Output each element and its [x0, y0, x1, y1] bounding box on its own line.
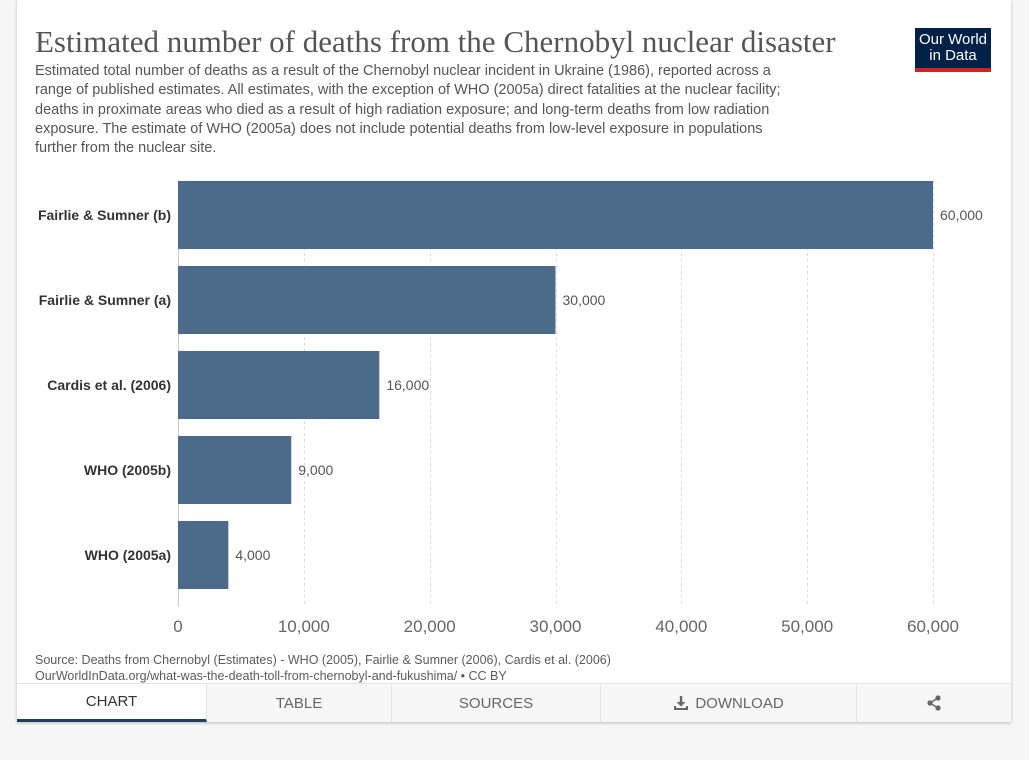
- owid-logo[interactable]: Our World in Data: [915, 28, 991, 72]
- bar[interactable]: [178, 266, 556, 334]
- category-labels: Fairlie & Sumner (b) Fairlie & Sumner (a)…: [38, 207, 171, 563]
- tab-download[interactable]: DOWNLOAD: [601, 684, 857, 722]
- tab-bar: CHART TABLE SOURCES DOWNLOAD: [17, 683, 1011, 722]
- category-label: Fairlie & Sumner (b): [38, 207, 171, 223]
- subtitle-line: further from the nuclear site.: [35, 140, 217, 157]
- value-labels: 60,000 30,000 16,000 9,000 4,000: [235, 207, 983, 563]
- x-tick-label: 50,000: [781, 617, 833, 636]
- x-axis-tick-labels: 0 10,000 20,000 30,000 40,000 50,000 60,000: [173, 617, 959, 636]
- x-tick-label: 10,000: [278, 617, 330, 636]
- category-label: Cardis et al. (2006): [47, 377, 171, 393]
- tab-label: CHART: [85, 693, 138, 710]
- share-icon: [927, 695, 941, 711]
- category-label: WHO (2005b): [84, 462, 171, 478]
- value-label: 30,000: [563, 292, 606, 308]
- x-tick-label: 60,000: [907, 617, 959, 636]
- chart-card: Estimated number of deaths from the Cher…: [17, 0, 1011, 722]
- tab-table[interactable]: TABLE: [207, 684, 392, 722]
- page-title: Estimated number of deaths from the Cher…: [35, 24, 836, 59]
- tab-chart[interactable]: CHART: [17, 684, 207, 722]
- bar[interactable]: [178, 436, 292, 504]
- license-link[interactable]: CC BY: [468, 669, 507, 683]
- logo-line-1: Our World: [918, 31, 988, 48]
- share-button[interactable]: [857, 684, 1011, 722]
- download-icon: [673, 695, 689, 711]
- tab-label: TABLE: [275, 694, 323, 712]
- tab-sources[interactable]: SOURCES: [392, 684, 601, 722]
- value-label: 60,000: [940, 207, 983, 223]
- bars: [178, 181, 933, 589]
- source-line[interactable]: Source: Deaths from Chernobyl (Estimates…: [35, 653, 611, 667]
- value-label: 9,000: [298, 462, 333, 478]
- chart-url-link[interactable]: OurWorldInData.org/what-was-the-death-to…: [35, 669, 458, 683]
- tab-label: SOURCES: [458, 694, 534, 712]
- bar[interactable]: [178, 521, 229, 589]
- category-label: Fairlie & Sumner (a): [39, 292, 171, 308]
- footer: Source: Deaths from Chernobyl (Estimates…: [35, 652, 611, 684]
- subtitle-line: range of published estimates. All estima…: [35, 82, 781, 99]
- value-label: 16,000: [386, 377, 429, 393]
- subtitle-line: deaths in proximate areas who died as a …: [35, 101, 770, 118]
- x-tick-label: 30,000: [530, 617, 582, 636]
- chart-subtitle: Estimated total number of deaths as a re…: [35, 62, 781, 158]
- tab-label: DOWNLOAD: [695, 694, 784, 712]
- value-label: 4,000: [235, 547, 270, 563]
- subtitle-line: exposure. The estimate of WHO (2005a) do…: [35, 120, 763, 137]
- footer-separator: •: [460, 669, 466, 683]
- bar[interactable]: [178, 351, 380, 419]
- subtitle-line: Estimated total number of deaths as a re…: [35, 63, 771, 79]
- bar-chart: 0 10,000 20,000 30,000 40,000 50,000 60,000 Fai…: [38, 181, 983, 636]
- url-line: OurWorldInData.org/what-was-the-death-to…: [35, 668, 611, 684]
- x-tick-label: 0: [173, 617, 182, 636]
- bar[interactable]: [178, 181, 933, 249]
- category-label: WHO (2005a): [85, 547, 171, 563]
- x-tick-label: 40,000: [655, 617, 707, 636]
- x-tick-label: 20,000: [404, 617, 456, 636]
- logo-line-2: in Data: [929, 47, 977, 64]
